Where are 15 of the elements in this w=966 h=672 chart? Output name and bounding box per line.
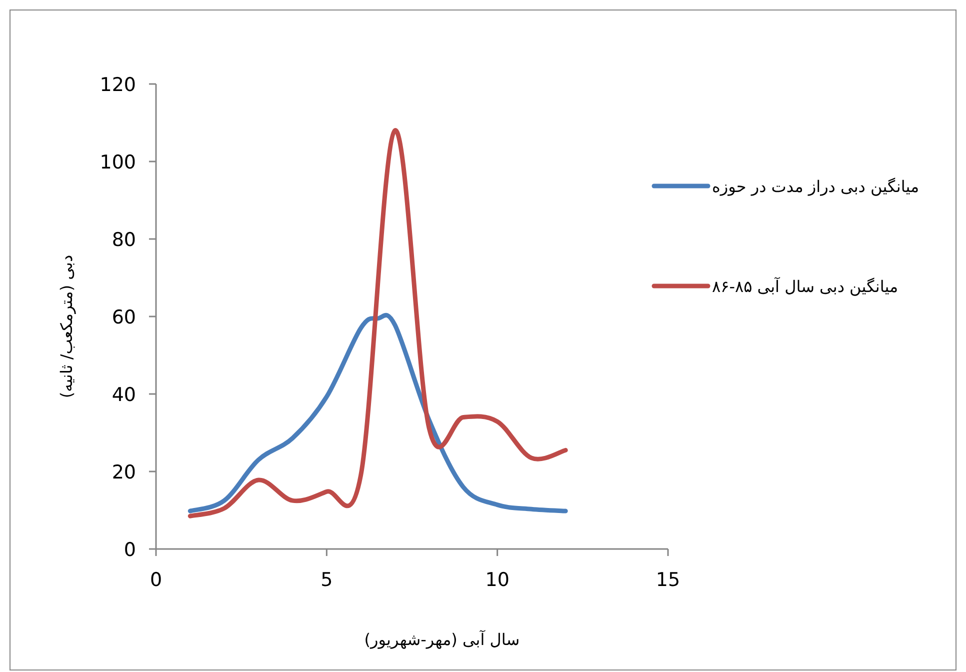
y-axis-title: دبی (مترمکعب/ ثانیه) <box>57 254 76 398</box>
legend-label: میانگین دبی سال آبی ۸۵-۸۶ <box>712 276 898 296</box>
y-tick-label: 40 <box>112 384 136 406</box>
x-tick-label: 0 <box>150 569 162 591</box>
x-tick-label: 15 <box>656 569 680 591</box>
legend-label: میانگین دبی دراز مدت در حوزه <box>712 177 920 196</box>
x-tick-label: 5 <box>320 569 333 591</box>
y-tick-label: 20 <box>112 462 136 484</box>
x-tick-label: 10 <box>485 569 510 591</box>
y-tick-label: 80 <box>112 229 136 251</box>
y-tick-label: 120 <box>100 74 136 96</box>
y-tick-label: 100 <box>100 152 136 174</box>
x-axis-title: سال آبی (مهر-شهریور) <box>364 629 520 649</box>
y-tick-label: 60 <box>112 306 136 328</box>
y-tick-label: 0 <box>124 539 136 561</box>
